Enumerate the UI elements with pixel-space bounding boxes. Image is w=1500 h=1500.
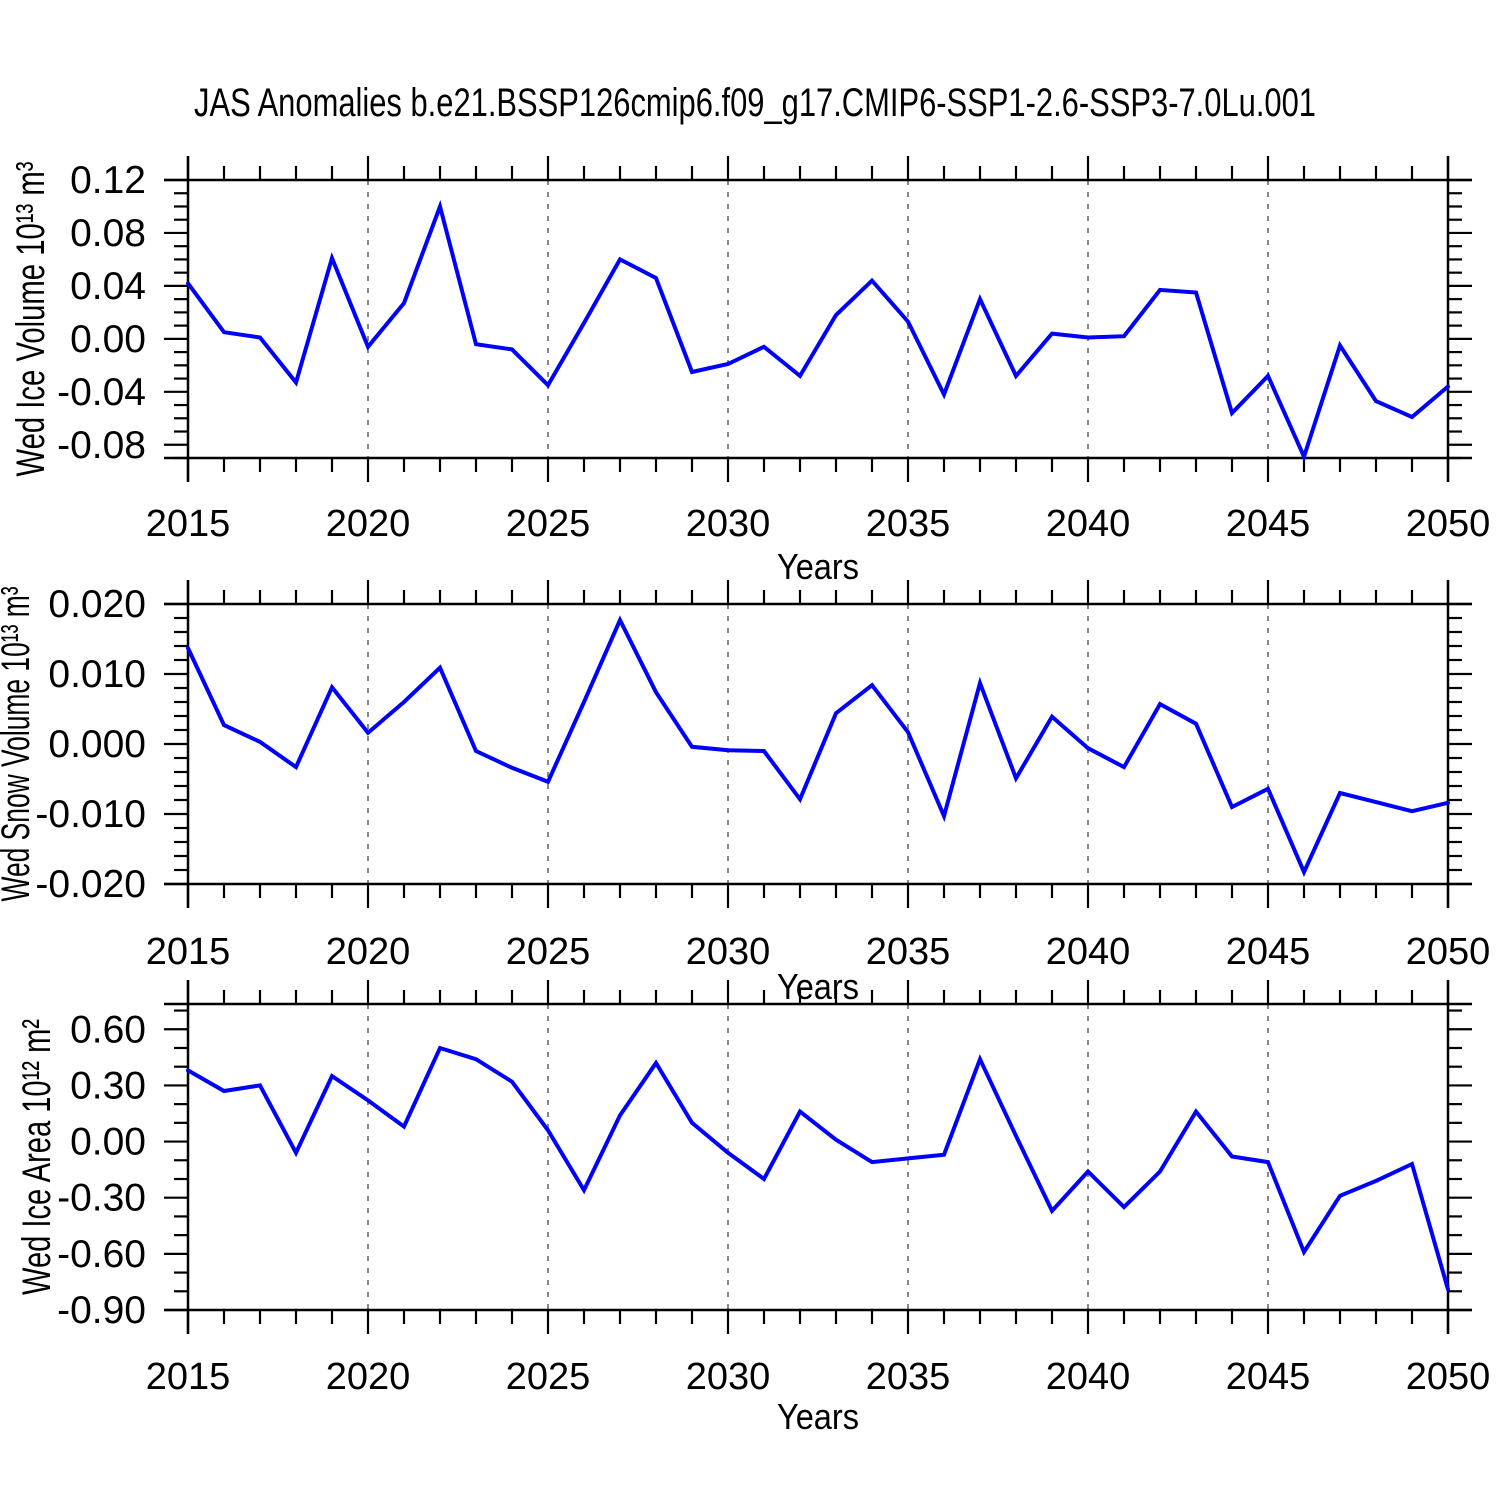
y-tick-label: -0.04	[57, 371, 146, 414]
x-tick-label: 2030	[686, 503, 771, 545]
x-tick-label: 2045	[1226, 931, 1311, 973]
figure-title: JAS Anomalies b.e21.BSSP126cmip6.f09_g17…	[194, 81, 1316, 125]
x-tick-label: 2035	[866, 503, 951, 545]
x-tick-label: 2025	[506, 1356, 591, 1398]
y-tick-label: 0.00	[70, 318, 146, 361]
x-tick-label: 2015	[146, 1356, 231, 1398]
x-tick-label: 2050	[1406, 931, 1491, 973]
x-tick-label: 2045	[1226, 503, 1311, 545]
y-axis-title: Wed Snow Volume 10¹³ m³	[0, 587, 38, 902]
y-tick-label: -0.30	[57, 1177, 146, 1220]
x-axis-title: Years	[777, 1396, 859, 1437]
y-tick-label: 0.00	[70, 1121, 146, 1164]
data-line-series	[186, 1045, 1450, 1292]
y-tick-label: -0.020	[35, 863, 146, 906]
x-tick-label: 2025	[506, 931, 591, 973]
y-tick-label: 0.30	[70, 1064, 146, 1107]
y-tick-label: 0.04	[70, 265, 146, 308]
y-axis-title: Wed Ice Volume 10¹³ m³	[9, 162, 53, 477]
x-tick-label: 2015	[146, 503, 231, 545]
x-tick-label: 2020	[326, 1356, 411, 1398]
x-tick-label: 2020	[326, 503, 411, 545]
x-axis-title: Years	[777, 546, 859, 587]
x-tick-label: 2040	[1046, 931, 1131, 973]
x-axis-title: Years	[777, 966, 859, 1007]
y-tick-label: 0.010	[48, 653, 146, 696]
y-tick-label: -0.010	[35, 793, 146, 836]
y-tick-label: -0.60	[57, 1233, 146, 1276]
y-tick-label: 0.000	[48, 723, 146, 766]
x-tick-label: 2050	[1406, 503, 1491, 545]
y-tick-label: -0.08	[57, 424, 146, 467]
y-tick-label: 0.12	[70, 159, 146, 202]
x-tick-label: 2025	[506, 503, 591, 545]
x-tick-label: 2040	[1046, 503, 1131, 545]
x-tick-label: 2035	[866, 931, 951, 973]
x-tick-label: 2050	[1406, 1356, 1491, 1398]
data-line-series	[186, 199, 1450, 463]
y-tick-label: 0.08	[70, 212, 146, 255]
x-tick-label: 2040	[1046, 1356, 1131, 1398]
y-tick-label: 0.020	[48, 583, 146, 626]
y-tick-label: -0.90	[57, 1289, 146, 1332]
x-tick-label: 2030	[686, 931, 771, 973]
x-tick-label: 2035	[866, 1356, 951, 1398]
x-tick-label: 2030	[686, 1356, 771, 1398]
y-axis-title: Wed Ice Area 10¹² m²	[15, 1019, 59, 1295]
x-tick-label: 2045	[1226, 1356, 1311, 1398]
x-tick-label: 2020	[326, 931, 411, 973]
data-line-series	[186, 615, 1450, 878]
y-tick-label: 0.60	[70, 1008, 146, 1051]
x-tick-label: 2015	[146, 931, 231, 973]
